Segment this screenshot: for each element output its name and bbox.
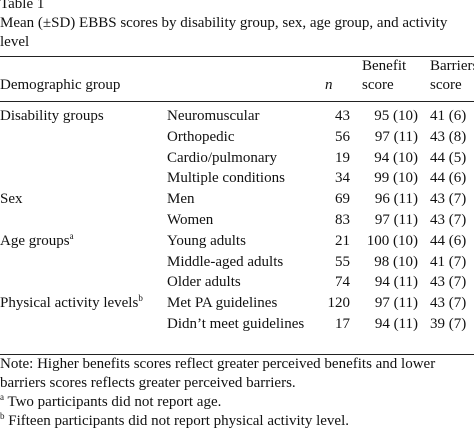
row-benefit-score: 97 (11)	[374, 212, 418, 228]
row-barriers-score: 41 (7)	[430, 254, 467, 270]
row-subgroup: Neuromuscular	[167, 108, 260, 124]
table-title-line-2: level	[0, 34, 30, 50]
row-benefit-score: 94 (11)	[374, 274, 418, 290]
row-subgroup: Young adults	[167, 233, 246, 249]
row-n: 34	[335, 170, 350, 186]
row-barriers-score: 43 (7)	[430, 274, 467, 290]
group-label-text: Age groups	[0, 233, 70, 249]
header-barriers-line-2: score	[430, 77, 462, 93]
row-benefit-score: 96 (11)	[374, 191, 418, 207]
row-benefit-score: 94 (10)	[374, 150, 418, 166]
footnote-a-mark: a	[0, 392, 4, 402]
table-title-line-1: Mean (±SD) EBBS scores by disability gro…	[0, 15, 448, 31]
row-benefit-score: 98 (10)	[374, 254, 418, 270]
row-n: 43	[335, 108, 350, 124]
row-benefit-score: 97 (11)	[374, 129, 418, 145]
row-barriers-score: 44 (6)	[430, 170, 467, 186]
table-label: Table 1	[0, 0, 45, 12]
header-n: n	[325, 77, 333, 93]
row-group-label: Age groupsa	[0, 231, 74, 250]
row-n: 56	[335, 129, 350, 145]
row-n: 19	[335, 150, 350, 166]
row-benefit-score: 97 (11)	[374, 295, 418, 311]
row-barriers-score: 43 (7)	[430, 191, 467, 207]
row-subgroup: Didn’t meet guidelines	[167, 316, 305, 332]
header-demographic-group: Demographic group	[0, 77, 121, 93]
row-n: 21	[335, 233, 350, 249]
header-rule	[0, 101, 474, 102]
header-barriers-line-1: Barriers	[430, 58, 474, 74]
row-barriers-score: 44 (5)	[430, 150, 467, 166]
row-n: 120	[327, 295, 351, 311]
row-subgroup: Men	[167, 191, 195, 207]
footnote-b-mark: b	[0, 411, 5, 421]
row-subgroup: Orthopedic	[167, 129, 235, 145]
footnote-b: b Fifteen participants did not report ph…	[0, 411, 349, 430]
header-benefit-line-1: Benefit	[362, 58, 407, 74]
footnote-b-text: Fifteen participants did not report phys…	[8, 413, 349, 429]
header-benefit-line-2: score	[362, 77, 394, 93]
row-benefit-score: 94 (11)	[374, 316, 418, 332]
group-label-text: Sex	[0, 191, 23, 207]
note-line-2: barriers scores reflects greater perceiv…	[0, 375, 296, 391]
row-group-label: Sex	[0, 191, 23, 208]
row-barriers-score: 43 (8)	[430, 129, 467, 145]
row-subgroup: Older adults	[167, 274, 241, 290]
row-subgroup: Multiple conditions	[167, 170, 285, 186]
row-barriers-score: 41 (6)	[430, 108, 467, 124]
footnote-marker: a	[69, 231, 74, 241]
bottom-rule	[0, 354, 474, 355]
row-n: 69	[335, 191, 350, 207]
row-subgroup: Middle-aged adults	[167, 254, 284, 270]
row-barriers-score: 44 (6)	[430, 233, 467, 249]
top-rule	[0, 56, 474, 57]
row-group-label: Physical activity levelsb	[0, 293, 143, 312]
group-label-text: Disability groups	[0, 108, 104, 124]
row-n: 74	[335, 274, 350, 290]
row-benefit-score: 100 (10)	[366, 233, 418, 249]
note-line-1: Note: Higher benefits scores reflect gre…	[0, 356, 436, 372]
row-subgroup: Met PA guidelines	[167, 295, 278, 311]
row-subgroup: Women	[167, 212, 214, 228]
row-n: 17	[335, 316, 350, 332]
footnote-a: a Two participants did not report age.	[0, 392, 222, 411]
row-group-label: Disability groups	[0, 108, 104, 125]
footnote-marker: b	[138, 293, 143, 303]
row-n: 55	[335, 254, 350, 270]
group-label-text: Physical activity levels	[0, 295, 139, 311]
row-benefit-score: 99 (10)	[374, 170, 418, 186]
row-barriers-score: 39 (7)	[430, 316, 467, 332]
row-subgroup: Cardio/pulmonary	[167, 150, 277, 166]
row-n: 83	[335, 212, 350, 228]
row-barriers-score: 43 (7)	[430, 295, 467, 311]
row-barriers-score: 43 (7)	[430, 212, 467, 228]
row-benefit-score: 95 (10)	[374, 108, 418, 124]
footnote-a-text: Two participants did not report age.	[7, 394, 222, 410]
